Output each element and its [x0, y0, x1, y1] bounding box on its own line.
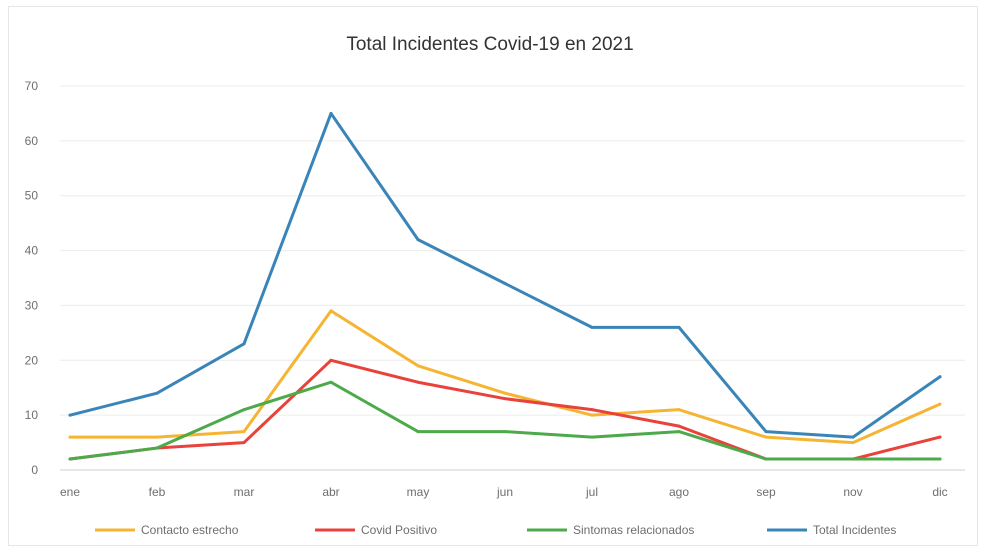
- legend-label: Sintomas relacionados: [573, 523, 694, 537]
- data-point: [503, 391, 507, 395]
- data-point: [68, 413, 72, 417]
- y-tick-label: 60: [25, 134, 39, 148]
- data-point: [155, 446, 159, 450]
- x-axis-ticks: ene feb mar abr may jun jul ago sep nov dic: [60, 485, 948, 499]
- x-tick-label: ene: [60, 485, 80, 499]
- series-lines: [68, 111, 942, 461]
- data-point: [503, 281, 507, 285]
- legend-label: Total Incidentes: [813, 523, 896, 537]
- data-point: [677, 325, 681, 329]
- series-line-covid-positivo: [68, 358, 942, 461]
- data-point: [677, 430, 681, 434]
- data-point: [851, 435, 855, 439]
- series-line-total-incidentes: [68, 111, 942, 439]
- data-point: [416, 364, 420, 368]
- x-tick-label: abr: [322, 485, 339, 499]
- x-tick-label: may: [407, 485, 430, 499]
- data-point: [416, 238, 420, 242]
- x-tick-label: jun: [496, 485, 513, 499]
- data-point: [155, 391, 159, 395]
- data-point: [242, 441, 246, 445]
- data-point: [503, 430, 507, 434]
- y-tick-label: 20: [25, 353, 39, 367]
- data-point: [590, 408, 594, 412]
- legend-label: Contacto estrecho: [141, 523, 239, 537]
- data-point: [68, 457, 72, 461]
- x-tick-label: dic: [932, 485, 947, 499]
- data-point: [851, 441, 855, 445]
- y-tick-label: 10: [25, 408, 39, 422]
- gridlines: [60, 85, 965, 471]
- data-point: [590, 435, 594, 439]
- y-tick-label: 50: [25, 189, 39, 203]
- legend-label: Covid Positivo: [361, 523, 437, 537]
- y-tick-label: 40: [25, 244, 39, 258]
- data-point: [764, 435, 768, 439]
- data-point: [242, 342, 246, 346]
- y-tick-label: 30: [25, 298, 39, 312]
- data-point: [764, 457, 768, 461]
- x-tick-label: jul: [585, 485, 598, 499]
- data-point: [155, 435, 159, 439]
- data-point: [938, 435, 942, 439]
- data-point: [329, 380, 333, 384]
- series-line-contacto-estrecho: [68, 309, 942, 445]
- data-point: [938, 402, 942, 406]
- y-axis-ticks: 0 10 20 30 40 50 60 70: [25, 79, 39, 477]
- data-point: [416, 430, 420, 434]
- data-point: [938, 375, 942, 379]
- data-point: [242, 408, 246, 412]
- y-tick-label: 0: [31, 463, 38, 477]
- data-point: [590, 413, 594, 417]
- data-point: [329, 111, 333, 115]
- x-tick-label: ago: [669, 485, 689, 499]
- data-point: [677, 424, 681, 428]
- x-tick-label: sep: [756, 485, 776, 499]
- data-point: [503, 397, 507, 401]
- data-point: [242, 430, 246, 434]
- x-tick-label: nov: [843, 485, 862, 499]
- data-point: [68, 435, 72, 439]
- x-tick-label: mar: [234, 485, 255, 499]
- data-point: [416, 380, 420, 384]
- data-point: [938, 457, 942, 461]
- data-point: [851, 457, 855, 461]
- legend: Contacto estrecho Covid Positivo Sintomas …: [95, 523, 896, 537]
- data-point: [329, 358, 333, 362]
- data-point: [329, 309, 333, 313]
- data-point: [677, 408, 681, 412]
- chart-title: Total Incidentes Covid-19 en 2021: [346, 34, 633, 55]
- y-tick-label: 70: [25, 79, 39, 93]
- x-tick-label: feb: [149, 485, 166, 499]
- data-point: [590, 325, 594, 329]
- data-point: [764, 430, 768, 434]
